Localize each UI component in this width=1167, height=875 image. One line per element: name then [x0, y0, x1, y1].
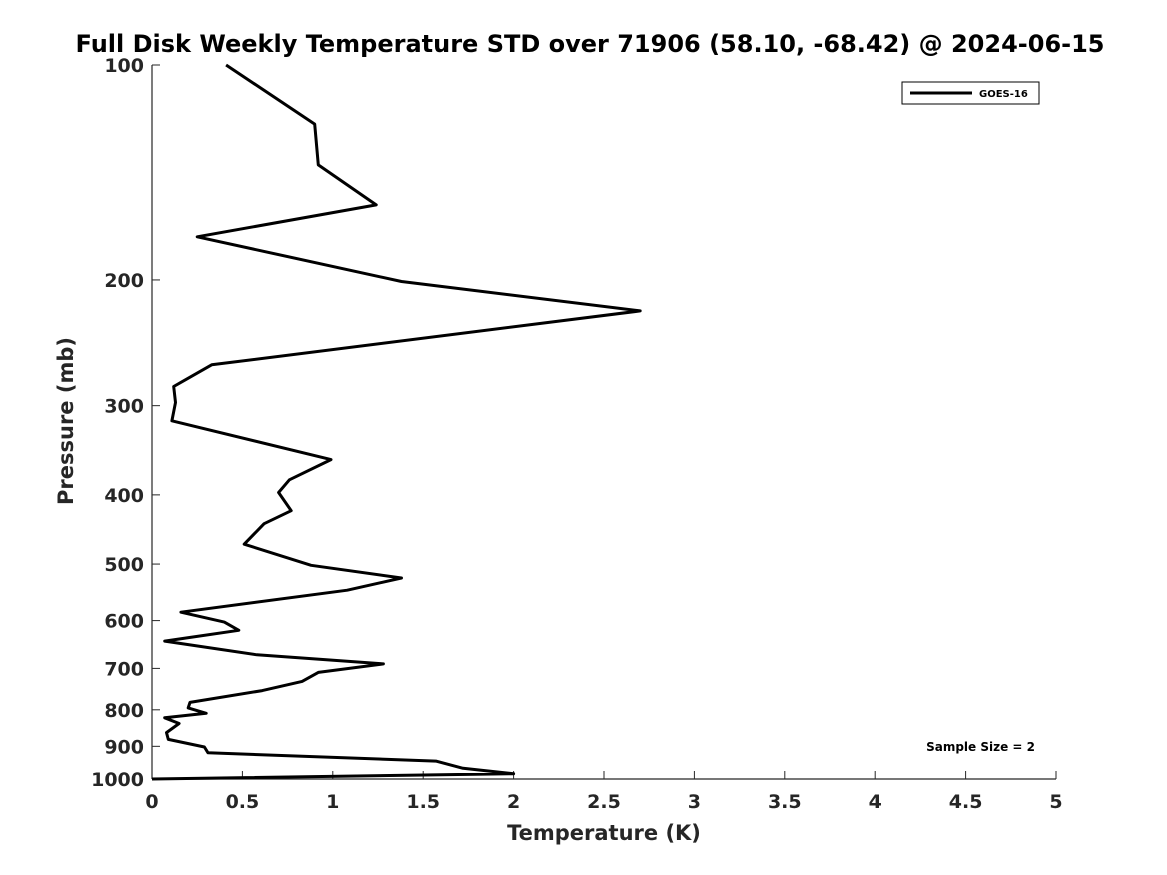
x-tick-label: 3 [688, 791, 701, 813]
legend: GOES-16 [901, 81, 1040, 105]
x-tick-label: 2.5 [587, 791, 621, 813]
x-tick-label: 1 [326, 791, 339, 813]
tick-labels: 0 0.5 1 1.5 2 2.5 3 3.5 4 4.5 5 100 200 300 400 500 600 7… [91, 55, 1063, 813]
x-tick-label: 4.5 [949, 791, 983, 813]
y-tick-label: 400 [104, 485, 144, 507]
x-tick-label: 2 [507, 791, 520, 813]
y-tick-label: 900 [104, 736, 144, 758]
y-tick-label: 200 [104, 270, 144, 292]
y-tick-label: 1000 [91, 769, 144, 791]
y-axis-label: Pressure (mb) [54, 337, 78, 505]
legend-label-goes-16: GOES-16 [979, 89, 1028, 100]
y-tick-label: 300 [104, 396, 144, 418]
x-tick-label: 4 [869, 791, 882, 813]
y-tick-label: 700 [104, 658, 144, 680]
chart-title: Full Disk Weekly Temperature STD over 71… [76, 30, 1105, 58]
sample-size-annotation: Sample Size = 2 [926, 740, 1035, 754]
y-tick-label: 600 [104, 611, 144, 633]
x-tick-label: 0 [145, 791, 158, 813]
y-tick-label: 100 [104, 55, 144, 77]
x-axis-label: Temperature (K) [507, 821, 701, 845]
y-tick-label: 500 [104, 554, 144, 576]
series-lines [151, 63, 642, 781]
x-tick-label: 5 [1049, 791, 1062, 813]
x-tick-label: 3.5 [768, 791, 802, 813]
y-tick-label: 800 [104, 700, 144, 722]
x-tick-label: 0.5 [226, 791, 260, 813]
x-tick-label: 1.5 [406, 791, 440, 813]
series-line-goes-16 [151, 63, 642, 781]
